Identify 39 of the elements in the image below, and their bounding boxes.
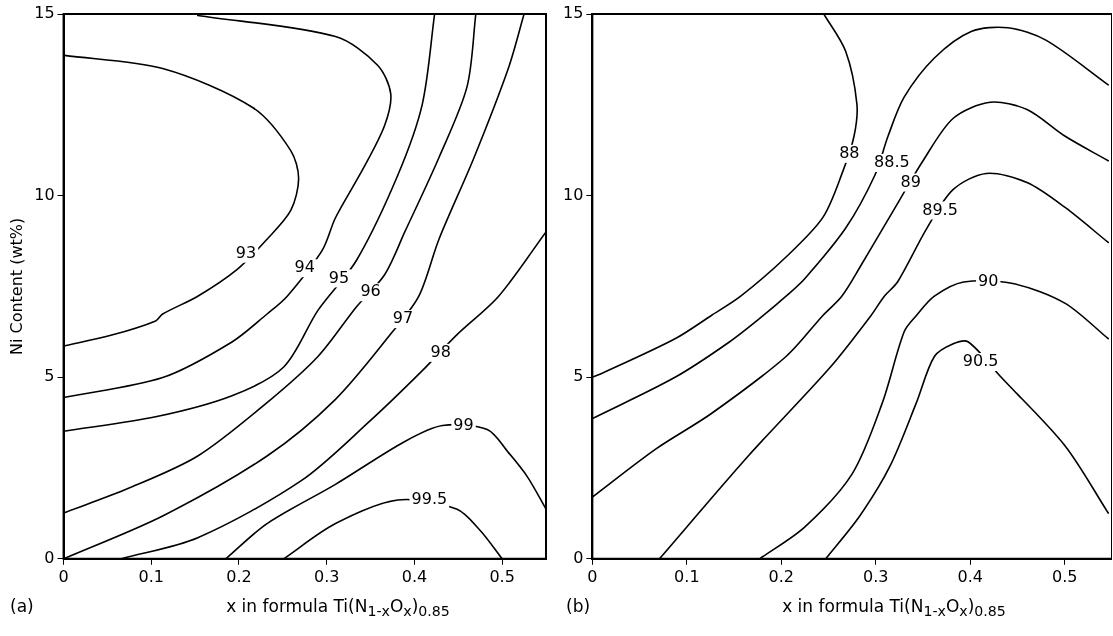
text: (b) [566, 596, 591, 616]
y-tick-label: 0 [573, 547, 584, 567]
annotation: 96 [360, 281, 381, 301]
annotation: 99 [453, 414, 474, 434]
annotation: 97 [392, 308, 414, 328]
x-tick-label: 0.4 [957, 566, 984, 586]
annotation: 94 [294, 257, 315, 277]
x-tick-label: 0.3 [313, 566, 340, 586]
x-axis-title: x in formula Ti(N$_{1-x}$O$_{x}$)$_{0.85}$ [225, 596, 451, 620]
y-tick-label: 15 [563, 3, 584, 23]
y-tick-label: 5 [573, 366, 584, 386]
annotation: 98 [430, 342, 451, 362]
x-tick-label: 0.5 [489, 566, 515, 586]
x-tick-label: 0 [58, 566, 69, 586]
x-tick-label: 0.1 [138, 566, 164, 586]
annotation: 89.5 [922, 199, 958, 219]
y-tick-label: 5 [44, 366, 55, 386]
x-axis-title: x in formula Ti(N$_{1-x}$O$_{x}$)$_{0.85}$ [781, 596, 1007, 620]
x-tick-label: 0.2 [768, 566, 795, 586]
y-axis-title: Ni Content (wt%) [6, 217, 26, 356]
annotation: 95 [328, 267, 350, 287]
annotation: 93 [235, 242, 257, 262]
x-tick-label: 0 [587, 566, 598, 586]
annotation: 88.5 [874, 152, 910, 172]
text: (a) [10, 596, 34, 616]
annotation: 90.5 [962, 351, 999, 371]
x-tick-label: 0.4 [401, 566, 428, 586]
annotation: 99.5 [411, 489, 448, 509]
y-tick-label: 10 [563, 184, 584, 204]
y-tick-label: 10 [34, 184, 55, 204]
x-tick-label: 0.2 [226, 566, 252, 586]
annotation: 90 [978, 271, 999, 291]
y-tick-label: 15 [34, 3, 55, 23]
x-tick-label: 0.3 [863, 566, 889, 586]
annotation: 88 [839, 142, 860, 162]
x-tick-label: 0.5 [1052, 566, 1078, 586]
annotation: 89 [900, 171, 921, 191]
y-tick-label: 0 [44, 547, 55, 567]
x-tick-label: 0.1 [674, 566, 700, 586]
